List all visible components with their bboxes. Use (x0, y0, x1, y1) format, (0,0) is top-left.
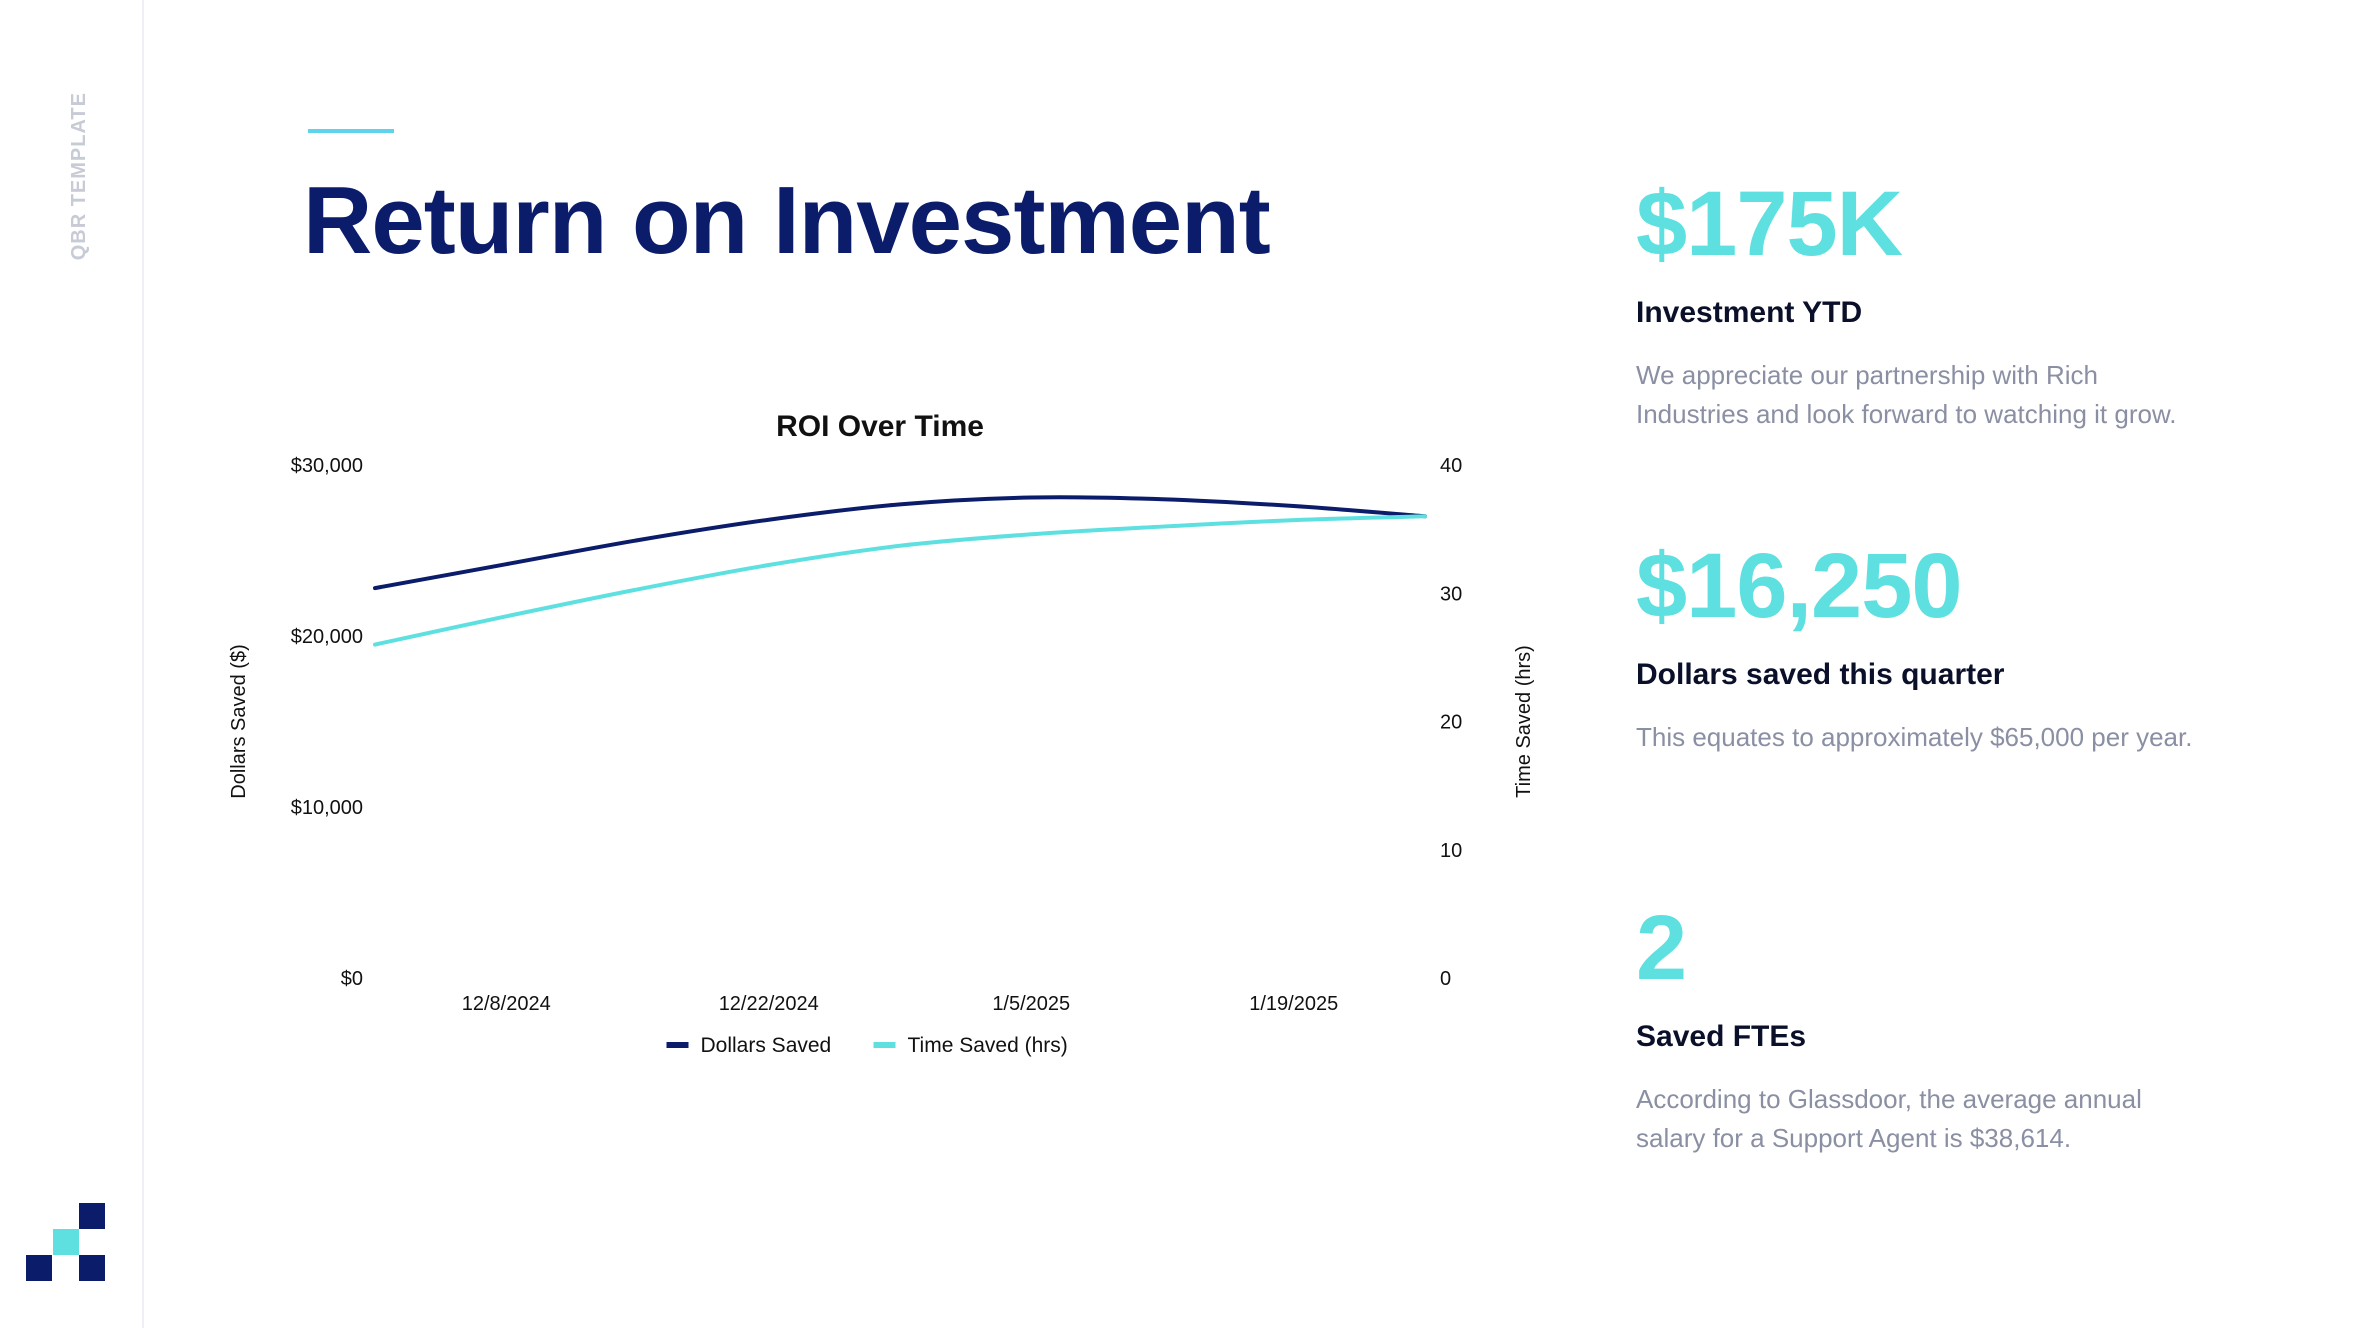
kpi-dollars-saved: $16,250 Dollars saved this quarter This … (1636, 540, 2196, 757)
y-tick-label: $0 (341, 968, 363, 990)
page-title: Return on Investment (303, 167, 1271, 274)
legend-label: Dollars Saved (701, 1034, 832, 1057)
y2-tick-label: 40 (1440, 455, 1462, 477)
roi-chart-svg: ROI Over Time $0 $10,000 $20,000 $30,000 0 10 2… (228, 410, 1535, 1057)
brand-logo-icon (26, 1203, 106, 1283)
kpi-description: According to Glassdoor, the average annu… (1636, 1084, 2142, 1153)
kpi-description: We appreciate our partnership with Rich … (1636, 360, 2177, 429)
x-tick-label: 12/22/2024 (719, 993, 819, 1015)
kpi-value: 2 (1636, 897, 1687, 999)
kpi-label: Investment YTD (1636, 296, 1863, 329)
x-tick-label: 1/5/2025 (992, 993, 1070, 1015)
template-label: QBR TEMPLATE (68, 92, 90, 261)
series-line-dollars-saved (373, 495, 1427, 591)
kpi-investment: $175K Investment YTD We appreciate our p… (1636, 178, 2196, 434)
kpi-value: $16,250 (1636, 535, 1963, 637)
y2-axis-label: Time Saved (hrs) (1513, 645, 1535, 798)
y-tick-label: $10,000 (291, 797, 363, 819)
legend-label: Time Saved (hrs) (908, 1034, 1068, 1057)
y-tick-label: $20,000 (291, 626, 363, 648)
kpi-description: This equates to approximately $65,000 pe… (1636, 722, 2193, 752)
kpi-saved-ftes: 2 Saved FTEs According to Glassdoor, the… (1636, 902, 2196, 1158)
kpi-value: $175K (1636, 173, 1903, 275)
y2-tick-label: 20 (1440, 712, 1462, 734)
y2-tick-label: 0 (1440, 968, 1451, 990)
chart-title: ROI Over Time (776, 410, 984, 443)
kpi-label: Saved FTEs (1636, 1020, 1807, 1053)
kpi-label: Dollars saved this quarter (1636, 658, 2005, 691)
legend-swatch (873, 1042, 896, 1048)
y-axis-label: Dollars Saved ($) (228, 644, 250, 799)
x-tick-label: 12/8/2024 (462, 993, 551, 1015)
x-tick-label: 1/19/2025 (1249, 993, 1338, 1015)
y2-tick-label: 30 (1440, 583, 1462, 605)
roi-chart: ROI Over Time $0 $10,000 $20,000 $30,000 0 10 2… (210, 400, 1550, 1080)
sidebar: QBR TEMPLATE (0, 0, 144, 1328)
legend-swatch (666, 1042, 689, 1048)
series-line-time-saved (373, 514, 1427, 647)
y-tick-label: $30,000 (291, 455, 363, 477)
title-accent-line (308, 129, 394, 133)
y2-tick-label: 10 (1440, 840, 1462, 862)
